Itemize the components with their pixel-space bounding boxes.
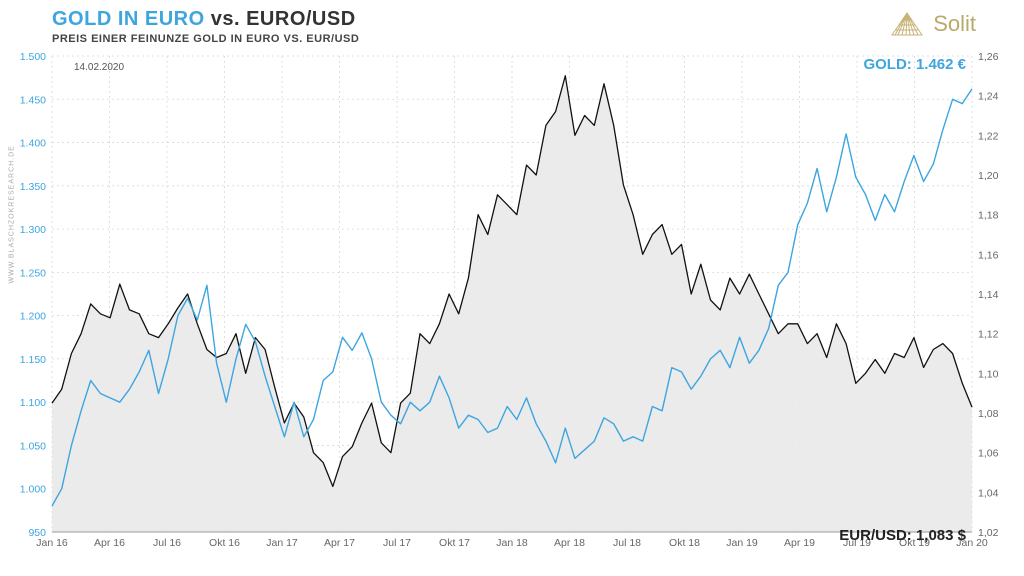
- svg-text:Jul 17: Jul 17: [383, 537, 411, 549]
- chart-title: GOLD IN EURO vs. EURO/USD: [52, 8, 972, 31]
- svg-text:1,06: 1,06: [978, 448, 999, 460]
- svg-text:1.150: 1.150: [20, 354, 46, 366]
- svg-text:1.050: 1.050: [20, 440, 46, 452]
- svg-text:1,20: 1,20: [978, 170, 999, 182]
- svg-text:Apr 18: Apr 18: [554, 537, 585, 549]
- chart-header: GOLD IN EURO vs. EURO/USD PREIS EINER FE…: [52, 8, 972, 45]
- svg-text:1.250: 1.250: [20, 267, 46, 279]
- svg-text:1.200: 1.200: [20, 311, 46, 323]
- svg-text:Okt 18: Okt 18: [669, 537, 700, 549]
- brand-logo: Solit: [889, 10, 976, 38]
- svg-text:1,04: 1,04: [978, 487, 999, 499]
- svg-text:1,26: 1,26: [978, 51, 999, 63]
- svg-text:1,12: 1,12: [978, 329, 999, 341]
- svg-text:Jul 16: Jul 16: [153, 537, 181, 549]
- svg-text:1,14: 1,14: [978, 289, 999, 301]
- svg-text:1.400: 1.400: [20, 138, 46, 150]
- chart-container: 14.02.2020 GOLD: 1.462 € EUR/USD: 1,083 …: [52, 56, 972, 548]
- svg-text:Okt 17: Okt 17: [439, 537, 470, 549]
- attribution-text: WWW.BLASCHZOKRESEARCH.DE: [9, 145, 16, 283]
- svg-text:1.300: 1.300: [20, 224, 46, 236]
- svg-text:1.500: 1.500: [20, 51, 46, 63]
- svg-text:1,24: 1,24: [978, 91, 999, 103]
- chart-svg: 9501.0001.0501.1001.1501.2001.2501.3001.…: [52, 56, 972, 548]
- chart-subtitle: PREIS EINER FEINUNZE GOLD IN EURO VS. EU…: [52, 33, 972, 45]
- svg-text:1.000: 1.000: [20, 484, 46, 496]
- svg-text:1,22: 1,22: [978, 130, 999, 142]
- svg-text:1.350: 1.350: [20, 181, 46, 193]
- svg-text:Okt 16: Okt 16: [209, 537, 240, 549]
- svg-text:Apr 16: Apr 16: [94, 537, 125, 549]
- date-stamp: 14.02.2020: [74, 62, 124, 73]
- svg-text:1.450: 1.450: [20, 94, 46, 106]
- svg-text:Apr 17: Apr 17: [324, 537, 355, 549]
- title-gold-part: GOLD IN EURO: [52, 8, 205, 30]
- eurusd-value-label: EUR/USD: 1,083 $: [839, 527, 966, 544]
- svg-text:1,18: 1,18: [978, 210, 999, 222]
- svg-text:1,16: 1,16: [978, 249, 999, 261]
- svg-text:1.100: 1.100: [20, 397, 46, 409]
- svg-text:Jul 18: Jul 18: [613, 537, 641, 549]
- title-vs-part: vs. EURO/USD: [205, 8, 356, 30]
- svg-text:Apr 19: Apr 19: [784, 537, 815, 549]
- svg-text:Jan 18: Jan 18: [496, 537, 528, 549]
- gold-value-label: GOLD: 1.462 €: [863, 56, 966, 73]
- svg-text:Jan 16: Jan 16: [36, 537, 68, 549]
- svg-text:Jan 17: Jan 17: [266, 537, 298, 549]
- svg-text:1,08: 1,08: [978, 408, 999, 420]
- pyramid-icon: [889, 10, 925, 38]
- svg-text:1,10: 1,10: [978, 368, 999, 380]
- logo-text: Solit: [933, 11, 976, 37]
- svg-text:Jan 19: Jan 19: [726, 537, 758, 549]
